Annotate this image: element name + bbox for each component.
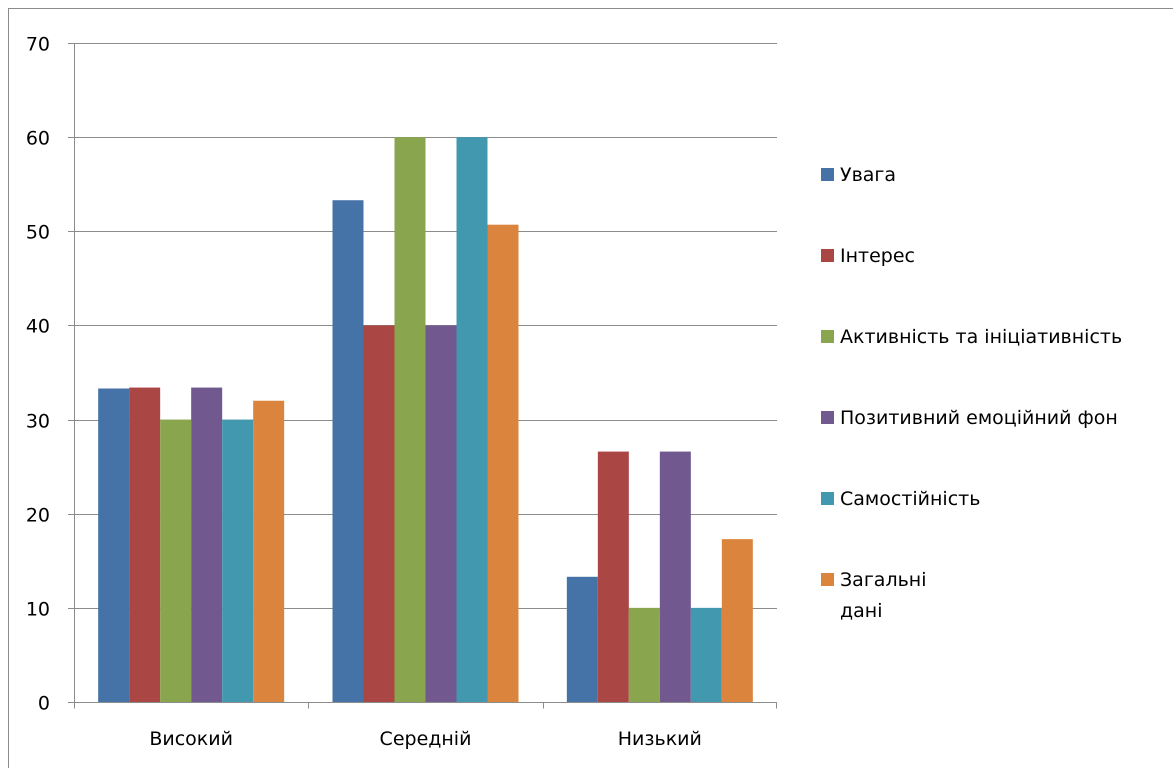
y-tick-label: 40: [26, 316, 50, 338]
x-tick-label: Високий: [149, 728, 233, 750]
bar: [394, 137, 426, 703]
bar: [487, 224, 519, 702]
bar: [456, 137, 488, 703]
legend-swatch: [821, 330, 834, 343]
legend-swatch: [821, 411, 834, 424]
legend-label: Увага: [840, 164, 896, 186]
axes: 0 10 20 30 40 50 60 70 Високий Середній Низький: [26, 34, 777, 750]
legend-swatch: [821, 573, 834, 586]
bar: [160, 419, 192, 702]
y-tick-label: 70: [26, 34, 50, 56]
y-tick-label: 50: [26, 222, 50, 244]
legend-label: Активність та ініціативність: [840, 326, 1122, 348]
bar: [566, 576, 598, 702]
bar: [659, 451, 691, 702]
legend-label: Самостійність: [840, 488, 980, 510]
bar: [690, 607, 722, 702]
bar: [721, 539, 753, 702]
legend-label: Загальні дані: [840, 569, 927, 622]
y-tick-label: 10: [26, 599, 50, 621]
y-tick-label: 60: [26, 128, 50, 150]
bar: [628, 607, 660, 702]
legend-swatch: [821, 249, 834, 262]
bar: [129, 387, 161, 702]
legend-swatch: [821, 168, 834, 181]
bars: [98, 137, 753, 703]
bar: [332, 200, 364, 702]
bar: [222, 419, 254, 702]
bar: [597, 451, 629, 702]
legend: Увага Інтерес Активність та ініціативність…: [821, 164, 1122, 622]
bar: [425, 325, 457, 702]
bar: [191, 387, 223, 702]
legend-swatch: [821, 492, 834, 505]
legend-label: Позитивний емоційний фон: [840, 407, 1118, 429]
x-tick-label: Середній: [380, 728, 472, 750]
y-tick-label: 30: [26, 411, 50, 433]
legend-label: Інтерес: [840, 245, 915, 267]
y-tick-label: 0: [38, 693, 50, 715]
y-tick-label: 20: [26, 505, 50, 527]
bar: [253, 400, 285, 702]
bar: [98, 388, 130, 702]
bar: [363, 325, 395, 702]
x-tick-label: Низький: [618, 728, 702, 750]
